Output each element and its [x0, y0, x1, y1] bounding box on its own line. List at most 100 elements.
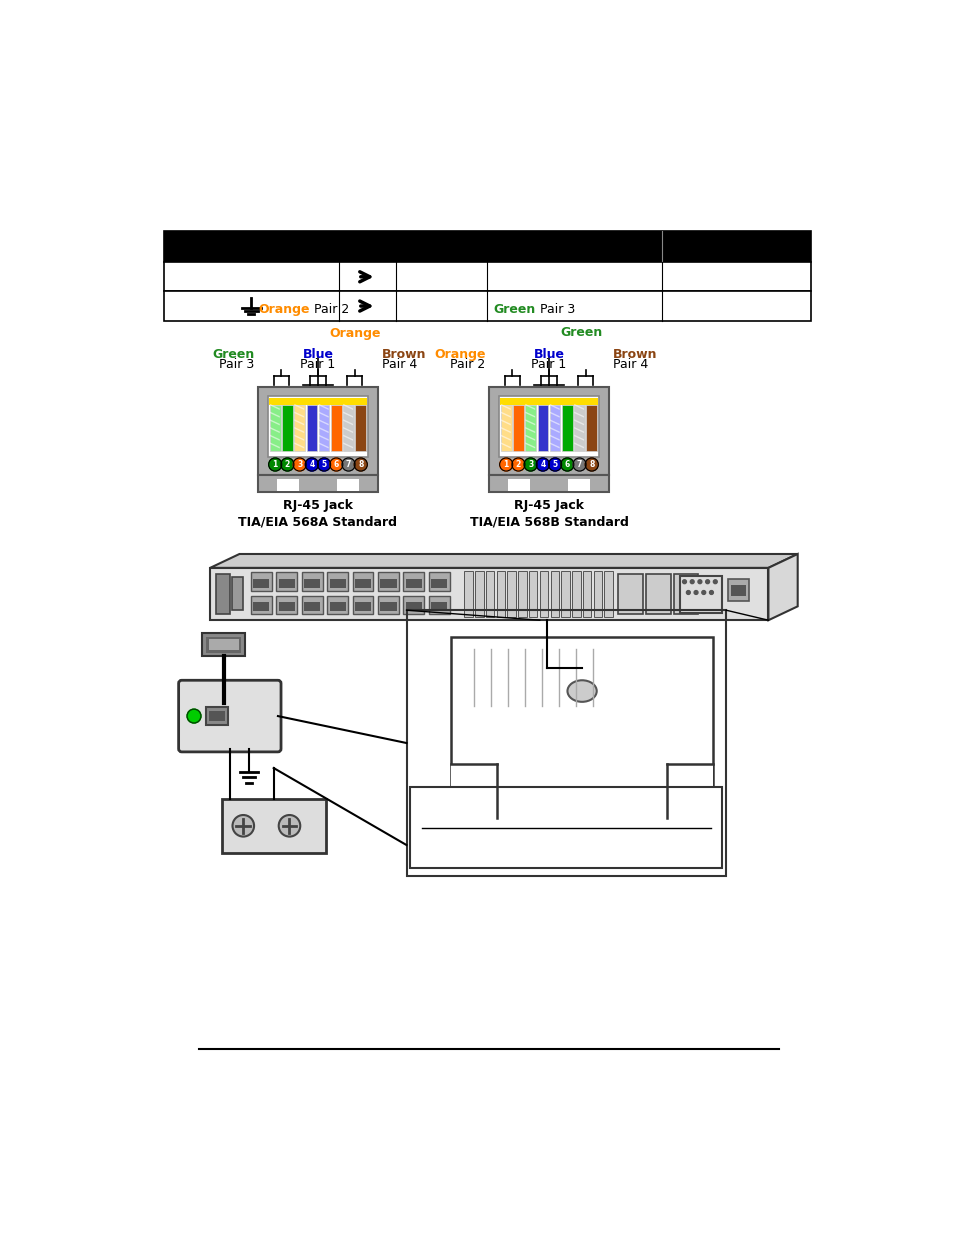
- Polygon shape: [343, 435, 353, 441]
- Polygon shape: [549, 411, 559, 417]
- Bar: [727, 579, 748, 601]
- Polygon shape: [525, 442, 535, 448]
- Bar: [377, 573, 398, 592]
- Bar: [475, 571, 483, 618]
- Bar: [497, 571, 504, 618]
- Text: 2: 2: [285, 459, 290, 469]
- Bar: [673, 574, 698, 614]
- Bar: [604, 571, 612, 618]
- Text: 7: 7: [577, 459, 581, 469]
- Polygon shape: [318, 411, 329, 417]
- Polygon shape: [343, 427, 353, 433]
- Bar: [403, 595, 424, 614]
- Bar: [549, 405, 559, 451]
- Bar: [301, 595, 322, 614]
- Bar: [343, 405, 354, 451]
- Text: RJ-45 Jack
TIA/EIA 568A Standard: RJ-45 Jack TIA/EIA 568A Standard: [238, 499, 397, 529]
- Circle shape: [573, 458, 585, 471]
- Bar: [353, 573, 373, 592]
- Bar: [500, 405, 511, 451]
- Bar: [666, 764, 712, 818]
- Polygon shape: [318, 404, 329, 410]
- Bar: [550, 571, 558, 618]
- Bar: [517, 571, 526, 618]
- Bar: [251, 595, 272, 614]
- Bar: [164, 262, 810, 291]
- Bar: [431, 601, 447, 611]
- Polygon shape: [574, 442, 583, 448]
- Bar: [258, 387, 377, 475]
- Bar: [405, 579, 421, 588]
- Circle shape: [694, 590, 698, 594]
- Circle shape: [330, 458, 342, 471]
- Bar: [561, 405, 572, 451]
- Bar: [499, 398, 598, 405]
- Circle shape: [499, 458, 512, 471]
- Bar: [282, 405, 293, 451]
- Bar: [355, 579, 371, 588]
- Bar: [304, 579, 320, 588]
- Polygon shape: [574, 404, 583, 410]
- Bar: [377, 595, 398, 614]
- Polygon shape: [574, 435, 583, 441]
- Bar: [251, 573, 272, 592]
- Bar: [431, 579, 447, 588]
- Text: Brown: Brown: [381, 348, 426, 361]
- Bar: [582, 571, 591, 618]
- Bar: [278, 601, 294, 611]
- Polygon shape: [549, 427, 559, 433]
- Text: 2: 2: [516, 459, 520, 469]
- Circle shape: [280, 458, 294, 471]
- Bar: [278, 579, 294, 588]
- Bar: [593, 571, 601, 618]
- Circle shape: [701, 590, 705, 594]
- Bar: [206, 706, 228, 725]
- Polygon shape: [318, 427, 329, 433]
- Circle shape: [536, 458, 549, 471]
- Bar: [327, 573, 348, 592]
- Polygon shape: [500, 404, 510, 410]
- Bar: [464, 571, 473, 618]
- Circle shape: [709, 590, 713, 594]
- Polygon shape: [294, 427, 304, 433]
- Bar: [210, 710, 225, 721]
- Bar: [270, 405, 280, 451]
- Text: Pair 4: Pair 4: [612, 358, 647, 370]
- Bar: [336, 478, 358, 490]
- Polygon shape: [500, 427, 510, 433]
- Bar: [269, 398, 367, 405]
- Polygon shape: [294, 435, 304, 441]
- Circle shape: [713, 579, 717, 584]
- Polygon shape: [270, 427, 279, 433]
- FancyBboxPatch shape: [178, 680, 281, 752]
- Bar: [406, 610, 725, 876]
- Bar: [353, 595, 373, 614]
- Bar: [380, 579, 396, 588]
- Bar: [525, 405, 536, 451]
- Text: 6: 6: [564, 459, 569, 469]
- Circle shape: [341, 458, 355, 471]
- Circle shape: [278, 815, 300, 836]
- Text: Pair 1: Pair 1: [531, 358, 566, 370]
- Text: RJ-45 Jack
TIA/EIA 568B Standard: RJ-45 Jack TIA/EIA 568B Standard: [469, 499, 628, 529]
- Bar: [679, 576, 721, 613]
- Bar: [730, 585, 745, 595]
- Polygon shape: [294, 442, 304, 448]
- Bar: [567, 478, 589, 490]
- Bar: [232, 577, 243, 610]
- Polygon shape: [294, 404, 304, 410]
- Bar: [572, 571, 580, 618]
- Circle shape: [548, 458, 561, 471]
- Ellipse shape: [567, 680, 596, 701]
- Text: Orange: Orange: [258, 304, 310, 316]
- Polygon shape: [343, 404, 353, 410]
- Polygon shape: [574, 419, 583, 425]
- Bar: [327, 595, 348, 614]
- Bar: [405, 601, 421, 611]
- Bar: [164, 231, 810, 262]
- Polygon shape: [525, 404, 535, 410]
- Text: Pair 3: Pair 3: [219, 358, 254, 370]
- Polygon shape: [574, 411, 583, 417]
- Text: 3: 3: [296, 459, 302, 469]
- Polygon shape: [270, 411, 279, 417]
